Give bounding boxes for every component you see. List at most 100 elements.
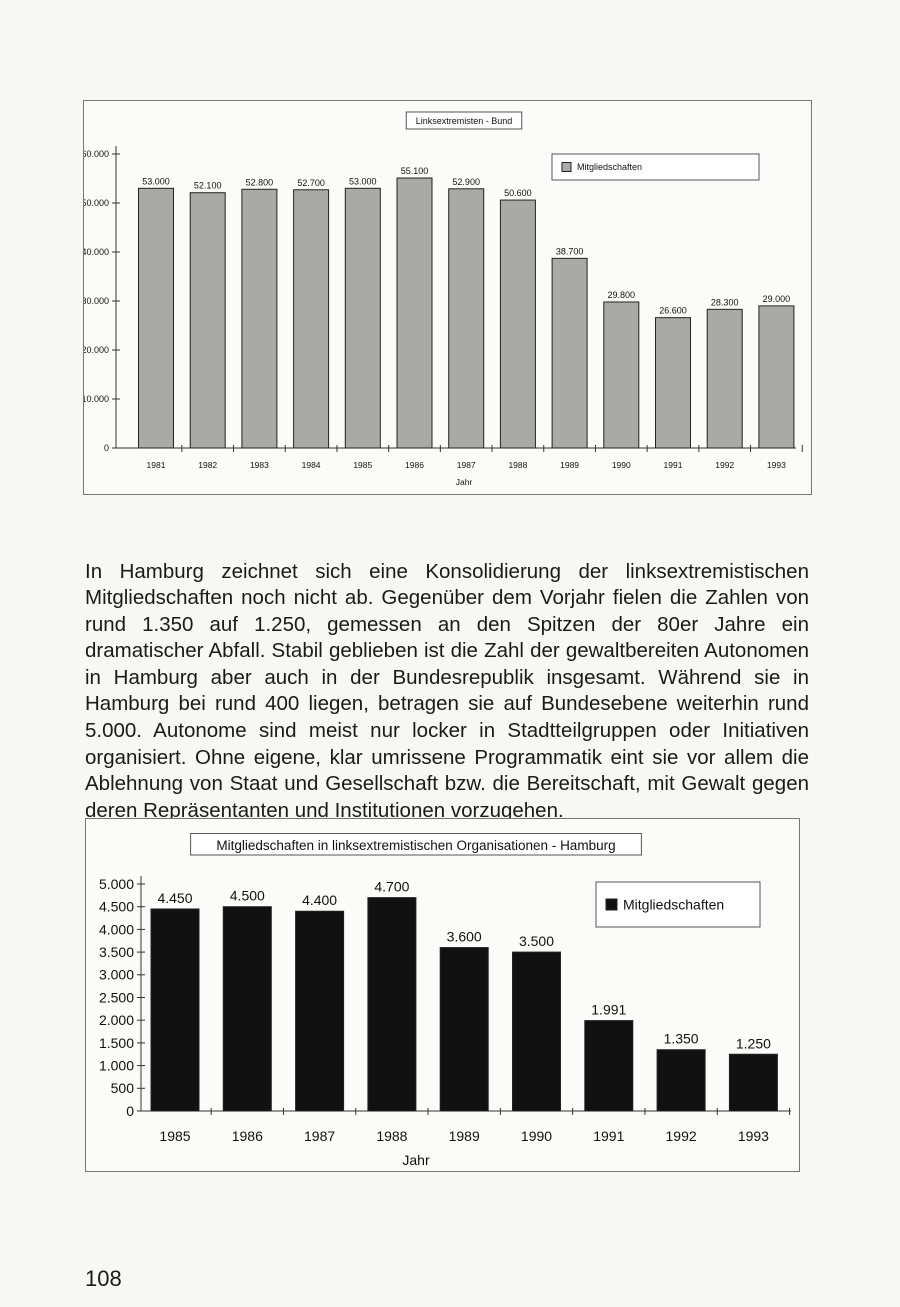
y-tick-label: 60.000 — [84, 149, 109, 159]
bar-1989 — [551, 257, 588, 449]
chart-mitgliedschaften-hamburg: Mitgliedschaften in linksextremistischen… — [85, 818, 800, 1172]
x-tick-label-1982: 1982 — [198, 460, 217, 470]
chart-title-box — [405, 111, 523, 130]
x-axis-label: Jahr — [456, 477, 473, 487]
data-label-1984: 52.700 — [297, 178, 325, 188]
legend-box — [595, 881, 761, 928]
legend-swatch — [561, 162, 572, 172]
data-label-1989: 38.700 — [556, 246, 584, 256]
body-paragraph: In Hamburg zeichnet sich eine Konsolidie… — [85, 559, 809, 822]
page-number: 108 — [85, 1266, 122, 1291]
data-label-1983: 52.800 — [246, 177, 274, 187]
data-label-1993: 1.250 — [736, 1035, 771, 1051]
data-label-1987: 4.400 — [302, 892, 337, 908]
data-label-1987: 52.900 — [452, 177, 480, 187]
bar-1993 — [728, 1053, 778, 1112]
data-label-1992: 28.300 — [711, 297, 739, 307]
bar-1988 — [367, 897, 417, 1112]
y-tick-label: 4.500 — [99, 899, 134, 915]
y-tick-label: 500 — [111, 1080, 135, 1096]
bar-1992 — [656, 1049, 706, 1112]
data-label-1985: 53.000 — [349, 176, 377, 186]
x-tick-label-1993: 1993 — [767, 460, 786, 470]
bar-1986 — [222, 906, 272, 1112]
y-tick-label: 3.000 — [99, 967, 134, 983]
y-tick-label: 3.500 — [99, 944, 134, 960]
legend-swatch — [605, 898, 618, 911]
x-tick-label-1991: 1991 — [664, 460, 683, 470]
data-label-1986: 55.100 — [401, 166, 429, 176]
x-tick-label-1989: 1989 — [560, 460, 579, 470]
bar-1990 — [512, 951, 561, 1112]
bar-1988 — [499, 199, 536, 449]
data-label-1982: 52.100 — [194, 181, 222, 191]
x-tick-label-1986: 1986 — [232, 1128, 263, 1144]
x-tick-label-1991: 1991 — [593, 1128, 624, 1144]
bar-1986 — [396, 177, 433, 449]
legend-label: Mitgliedschaften — [623, 896, 724, 912]
bar-1992 — [706, 308, 743, 449]
bar-1991 — [584, 1020, 634, 1112]
data-label-1986: 4.500 — [230, 888, 265, 904]
bar-1981 — [138, 187, 174, 449]
y-tick-label: 50.000 — [84, 198, 109, 208]
x-tick-label-1987: 1987 — [304, 1128, 335, 1144]
chart-linksextremisten-bund: Linksextremisten - Bund 0 10.000 20.000 30.0… — [83, 100, 812, 495]
y-tick-label: 40.000 — [84, 247, 109, 257]
y-tick-label: 1.500 — [99, 1035, 134, 1051]
x-tick-label-1988: 1988 — [508, 460, 527, 470]
y-tick-label: 1.000 — [99, 1058, 134, 1074]
y-tick-label: 30.000 — [84, 296, 109, 306]
bar-1991 — [655, 317, 691, 449]
x-tick-label-1992: 1992 — [715, 460, 734, 470]
data-label-1990: 3.500 — [519, 933, 554, 949]
chart-bund-svg: Linksextremisten - Bund 0 10.000 20.000 30.0… — [84, 111, 803, 487]
y-tick-label: 10.000 — [84, 394, 109, 404]
x-tick-label-1984: 1984 — [302, 460, 321, 470]
data-label-1985: 4.450 — [157, 890, 192, 906]
x-tick-label-1986: 1986 — [405, 460, 424, 470]
data-label-1981: 53.000 — [142, 176, 170, 186]
data-label-1991: 26.600 — [659, 306, 687, 316]
data-label-1988: 50.600 — [504, 188, 532, 198]
bar-1982 — [189, 192, 226, 449]
y-tick-label: 0 — [126, 1103, 134, 1119]
chart-title: Mitgliedschaften in linksextremistischen… — [216, 838, 615, 853]
legend-box — [551, 153, 760, 181]
y-tick-label: 2.500 — [99, 989, 134, 1005]
data-label-1990: 29.800 — [608, 290, 636, 300]
y-tick-label: 4.000 — [99, 921, 134, 937]
legend-label: Mitgliedschaften — [577, 162, 642, 172]
x-tick-label-1987: 1987 — [457, 460, 476, 470]
data-label-1993: 29.000 — [763, 294, 791, 304]
bar-1984 — [293, 189, 330, 449]
chart-title-box — [190, 833, 642, 856]
data-label-1991: 1.991 — [591, 1002, 626, 1018]
data-label-1988: 4.700 — [374, 879, 409, 895]
y-tick-label: 5.000 — [99, 876, 134, 892]
x-tick-label-1989: 1989 — [449, 1128, 480, 1144]
data-label-1989: 3.600 — [447, 929, 482, 945]
x-tick-label-1990: 1990 — [612, 460, 631, 470]
chart-title: Linksextremisten - Bund — [416, 116, 513, 126]
x-tick-label-1983: 1983 — [250, 460, 269, 470]
bar-1987 — [295, 910, 345, 1112]
x-tick-label-1990: 1990 — [521, 1128, 552, 1144]
bar-1989 — [439, 947, 489, 1112]
data-label-1992: 1.350 — [664, 1031, 699, 1047]
y-tick-label: 20.000 — [84, 345, 109, 355]
x-tick-label-1981: 1981 — [147, 460, 166, 470]
x-tick-label-1988: 1988 — [376, 1128, 407, 1144]
x-axis-label: Jahr — [402, 1152, 430, 1168]
x-tick-label-1993: 1993 — [738, 1128, 769, 1144]
bar-1987 — [448, 188, 485, 449]
bar-1990 — [603, 301, 640, 449]
y-tick-label: 2.000 — [99, 1012, 134, 1028]
x-tick-label-1992: 1992 — [666, 1128, 697, 1144]
bar-1985 — [150, 908, 200, 1112]
bar-1985 — [344, 187, 381, 449]
y-tick-label: 0 — [104, 443, 109, 453]
chart-hamburg-svg: Mitgliedschaften in linksextremistischen… — [99, 833, 791, 1168]
x-tick-label-1985: 1985 — [353, 460, 372, 470]
x-tick-label-1985: 1985 — [159, 1128, 190, 1144]
